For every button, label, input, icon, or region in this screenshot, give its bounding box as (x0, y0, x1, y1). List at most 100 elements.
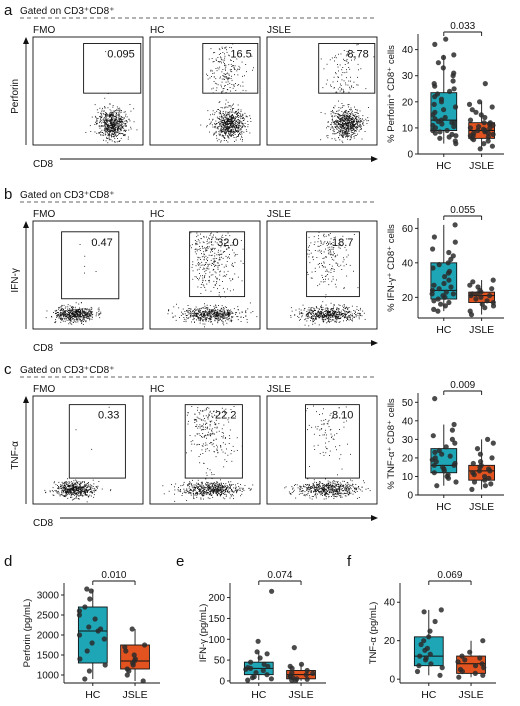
flow-event (222, 317, 224, 319)
flow-event (67, 488, 69, 490)
flow-event (356, 84, 358, 86)
flow-event (77, 495, 79, 497)
flow-event (99, 116, 100, 118)
flow-event (339, 90, 341, 92)
flow-event (339, 243, 341, 245)
flow-event (340, 85, 342, 86)
flow-event (83, 485, 85, 487)
flow-event (341, 120, 343, 122)
flow-event (223, 116, 225, 118)
flow-event (205, 310, 207, 312)
flow-event (348, 119, 349, 121)
flow-event (357, 124, 358, 125)
flow-event (196, 276, 197, 278)
flow-event (108, 127, 110, 129)
flow-event (230, 60, 232, 61)
flow-panel-label: FMO (33, 384, 55, 395)
flow-event (60, 487, 61, 489)
flow-event (83, 316, 85, 317)
flow-event (112, 121, 114, 123)
flow-event (240, 120, 242, 122)
flow-event (216, 314, 218, 316)
flow-event (331, 309, 333, 311)
flow-event (340, 310, 342, 312)
flow-event (337, 311, 339, 313)
flow-event (210, 274, 212, 276)
flow-event (345, 315, 346, 316)
flow-event (76, 319, 78, 320)
flow-event (229, 87, 231, 88)
flow-event (211, 312, 212, 314)
flow-event (70, 494, 72, 496)
flow-event (96, 120, 98, 122)
flow-event (223, 245, 225, 247)
flow-event (347, 118, 349, 120)
flow-event (210, 259, 212, 261)
flow-event (230, 132, 232, 134)
flow-event (333, 76, 335, 78)
flow-event (88, 316, 90, 317)
flow-event (98, 132, 100, 134)
flow-event (82, 310, 83, 312)
flow-event (355, 114, 357, 116)
flow-event (353, 81, 355, 83)
flow-event (118, 133, 120, 134)
flow-event (358, 118, 360, 120)
flow-event (356, 110, 358, 112)
flow-event (350, 129, 352, 131)
flow-event (116, 114, 118, 116)
flow-event (211, 313, 213, 315)
flow-event (206, 304, 208, 306)
flow-event (119, 140, 121, 141)
flow-event (350, 119, 352, 120)
flow-event (210, 251, 211, 253)
flow-event (326, 270, 328, 272)
flow-event (344, 316, 346, 318)
flow-event (206, 236, 207, 238)
flow-event (350, 130, 352, 132)
flow-event (223, 78, 225, 80)
flow-event (329, 264, 331, 265)
flow-event (113, 133, 115, 135)
flow-event (239, 129, 241, 131)
flow-event (231, 126, 232, 127)
flow-event (68, 489, 70, 491)
flow-event (352, 126, 354, 128)
flow-event (118, 130, 120, 132)
flow-event (80, 319, 81, 320)
flow-event (225, 235, 227, 236)
flow-event (356, 314, 358, 316)
flow-event (322, 281, 324, 283)
flow-event (336, 129, 338, 130)
flow-event (71, 485, 73, 487)
flow-event (337, 313, 339, 315)
flow-event (240, 115, 242, 116)
flow-event (119, 126, 121, 128)
flow-event (90, 489, 92, 490)
flow-event (237, 276, 239, 278)
flow-event (330, 124, 332, 126)
flow-event (338, 115, 340, 117)
flow-event (304, 319, 306, 321)
flow-event (206, 243, 208, 245)
flow-event (116, 106, 118, 108)
flow-event (226, 313, 228, 315)
flow-event (345, 82, 346, 84)
flow-event (51, 316, 53, 318)
flow-event (215, 304, 216, 306)
flow-event (87, 312, 89, 313)
flow-event (333, 314, 335, 316)
flow-event (111, 127, 113, 129)
flow-event (73, 491, 75, 493)
flow-event (81, 494, 83, 496)
flow-event (357, 127, 358, 128)
flow-event (105, 112, 107, 114)
flow-event (359, 122, 361, 123)
flow-event (115, 110, 117, 112)
flow-event (112, 130, 114, 132)
flow-event (63, 488, 65, 490)
flow-event (218, 54, 220, 55)
flow-event (312, 256, 313, 258)
flow-event (84, 255, 86, 257)
flow-event (233, 124, 235, 126)
